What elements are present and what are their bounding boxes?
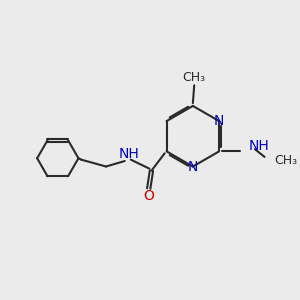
Text: NH: NH [249, 140, 269, 153]
Text: N: N [188, 160, 198, 173]
Text: CH₃: CH₃ [183, 71, 206, 84]
Text: N: N [214, 114, 224, 128]
Text: CH₃: CH₃ [274, 154, 297, 167]
Text: NH: NH [119, 147, 140, 160]
Text: O: O [143, 189, 154, 203]
